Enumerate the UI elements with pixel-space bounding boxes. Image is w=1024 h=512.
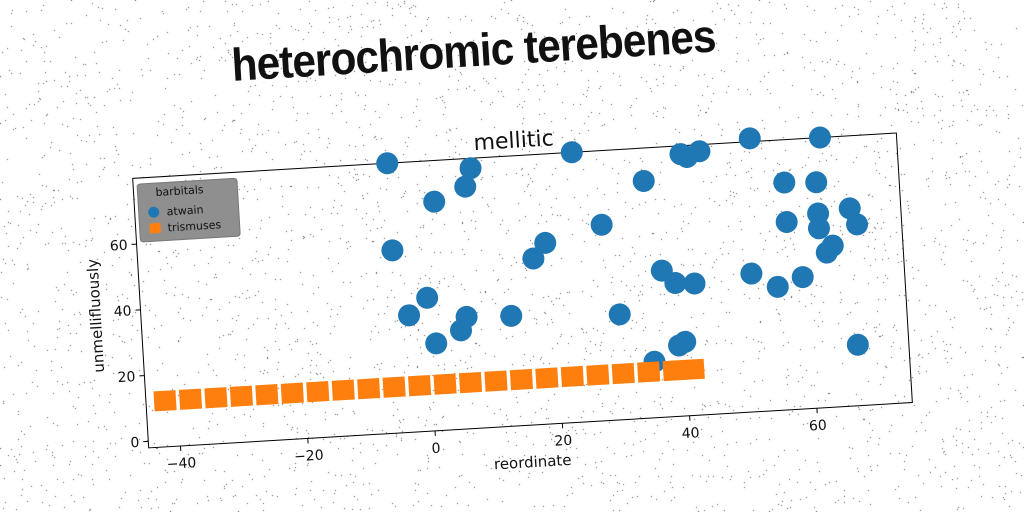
data-point-atwain bbox=[775, 210, 798, 233]
data-point-trismuses bbox=[611, 362, 635, 385]
data-point-atwain bbox=[423, 190, 446, 213]
legend-box bbox=[136, 177, 241, 243]
data-point-atwain bbox=[808, 126, 831, 149]
x-tick-label: −20 bbox=[294, 448, 324, 466]
data-point-trismuses bbox=[458, 371, 483, 394]
chart-marks bbox=[153, 126, 869, 412]
x-tick-label: 60 bbox=[809, 418, 828, 435]
data-point-atwain bbox=[459, 157, 482, 180]
data-point-atwain bbox=[807, 217, 830, 240]
data-point-atwain bbox=[674, 330, 697, 353]
data-point-atwain bbox=[381, 239, 404, 262]
data-point-trismuses bbox=[681, 358, 705, 380]
y-tick-label: 20 bbox=[117, 369, 136, 386]
data-point-atwain bbox=[846, 213, 869, 236]
data-point-trismuses bbox=[153, 390, 177, 412]
x-axis: −40 −20 0 20 40 60 bbox=[166, 408, 828, 473]
y-tick-label: 0 bbox=[130, 435, 140, 452]
data-point-atwain bbox=[791, 266, 814, 289]
data-point-atwain bbox=[454, 175, 477, 198]
y-tick-label: 40 bbox=[113, 303, 132, 320]
legend-label-trismuses: trismuses bbox=[167, 218, 221, 234]
data-point-atwain bbox=[450, 319, 473, 342]
data-point-trismuses bbox=[662, 359, 686, 382]
data-point-atwain bbox=[815, 241, 838, 264]
data-point-trismuses bbox=[331, 379, 355, 401]
data-point-atwain bbox=[738, 127, 761, 150]
data-point-atwain bbox=[522, 247, 545, 270]
data-point-trismuses bbox=[357, 378, 381, 400]
data-point-atwain bbox=[805, 171, 828, 194]
data-point-atwain bbox=[683, 272, 706, 295]
data-point-trismuses bbox=[535, 367, 559, 389]
data-point-trismuses bbox=[178, 388, 203, 410]
data-point-trismuses bbox=[382, 376, 406, 398]
y-axis: 0 20 40 60 bbox=[109, 238, 149, 452]
data-point-trismuses bbox=[306, 381, 330, 403]
data-point-atwain bbox=[740, 262, 763, 285]
data-point-atwain bbox=[500, 304, 523, 327]
legend-marker-atwain bbox=[148, 206, 160, 218]
x-axis-label: reordinate bbox=[493, 451, 572, 474]
data-point-trismuses bbox=[204, 387, 228, 409]
x-tick-label: −40 bbox=[166, 455, 196, 473]
data-point-atwain bbox=[664, 272, 687, 295]
data-point-atwain bbox=[416, 286, 439, 309]
data-point-atwain bbox=[376, 152, 399, 175]
x-tick-label: 20 bbox=[554, 433, 573, 450]
data-point-atwain bbox=[766, 275, 789, 298]
data-point-atwain bbox=[846, 333, 869, 356]
x-tick-label: 40 bbox=[681, 425, 700, 442]
legend-title: barbitals bbox=[155, 183, 204, 199]
data-point-trismuses bbox=[637, 361, 661, 383]
data-point-atwain bbox=[632, 169, 655, 192]
data-point-trismuses bbox=[408, 374, 432, 397]
data-point-atwain bbox=[773, 171, 796, 194]
data-point-atwain bbox=[608, 303, 631, 326]
data-point-trismuses bbox=[509, 368, 533, 391]
data-point-trismuses bbox=[560, 365, 584, 388]
y-axis-label: unmellifluously bbox=[83, 258, 108, 373]
chart-title: mellitic bbox=[473, 126, 554, 156]
data-point-atwain bbox=[398, 304, 421, 327]
data-point-trismuses bbox=[484, 370, 508, 392]
data-point-atwain bbox=[534, 231, 557, 254]
data-point-atwain bbox=[590, 213, 613, 236]
legend-marker-trismuses bbox=[149, 222, 161, 234]
data-point-trismuses bbox=[280, 382, 304, 404]
y-tick-label: 60 bbox=[109, 238, 128, 255]
data-point-trismuses bbox=[586, 364, 610, 386]
data-point-trismuses bbox=[433, 373, 457, 395]
plot-area bbox=[132, 132, 913, 449]
legend-label-atwain: atwain bbox=[166, 203, 204, 218]
data-point-atwain bbox=[425, 332, 448, 355]
data-point-trismuses bbox=[229, 385, 253, 407]
data-point-atwain bbox=[560, 141, 583, 164]
data-point-atwain bbox=[688, 140, 711, 163]
data-point-trismuses bbox=[255, 384, 279, 406]
x-tick-label: 0 bbox=[431, 441, 441, 458]
